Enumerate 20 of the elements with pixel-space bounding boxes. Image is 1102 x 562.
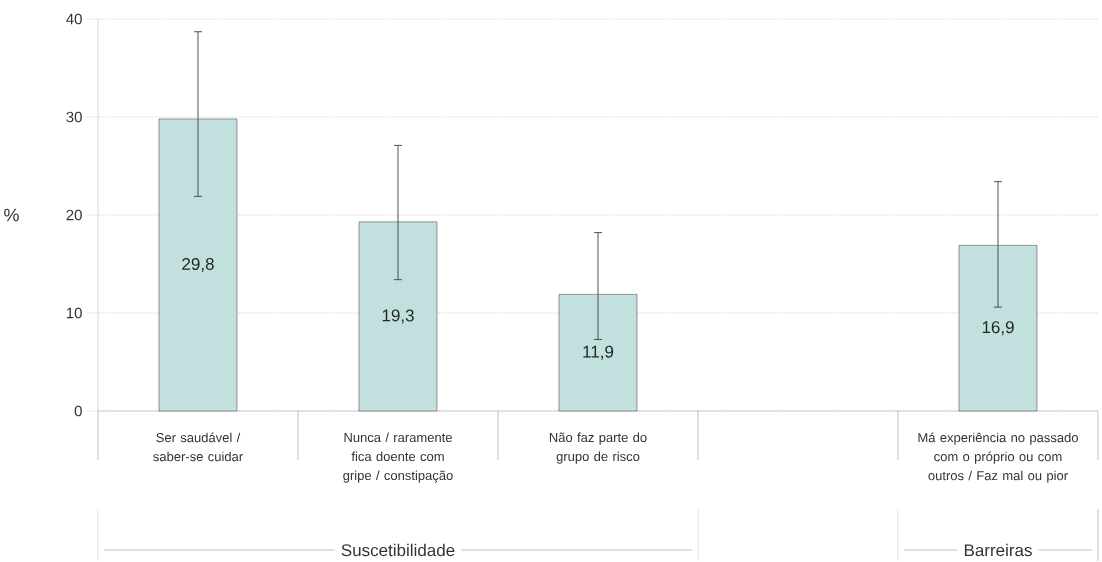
x-tick-label: Ser saudável / saber-se cuidar: [153, 432, 243, 462]
data-label: 11,9: [583, 345, 614, 360]
y-tick-label: 10: [66, 307, 82, 319]
data-label: 19,3: [382, 309, 414, 324]
y-tick-label: 20: [66, 209, 82, 221]
y-tick-label: 40: [66, 13, 82, 25]
y-tick-label: 0: [74, 405, 82, 417]
y-axis-title: %: [4, 208, 19, 222]
bar: [958, 245, 1038, 412]
x-tick-label: Não faz parte do grupo de risco: [549, 432, 647, 464]
text: Suscetibilidade: [341, 543, 455, 557]
data-label: 16,9: [982, 321, 1014, 336]
x-tick-label: Má experiência no passado com o próprio ou com outros / Faz mal ou pior: [918, 432, 1078, 483]
data-label: 29,8: [182, 257, 214, 273]
bar: [558, 294, 638, 412]
text: Barreiras: [964, 543, 1032, 557]
y-tick-label: 30: [66, 111, 82, 123]
bar: [158, 118, 238, 412]
x-tick-label: Nunca / raramente fica doente com gripe / constipação: [343, 432, 453, 483]
bar: [358, 221, 438, 412]
